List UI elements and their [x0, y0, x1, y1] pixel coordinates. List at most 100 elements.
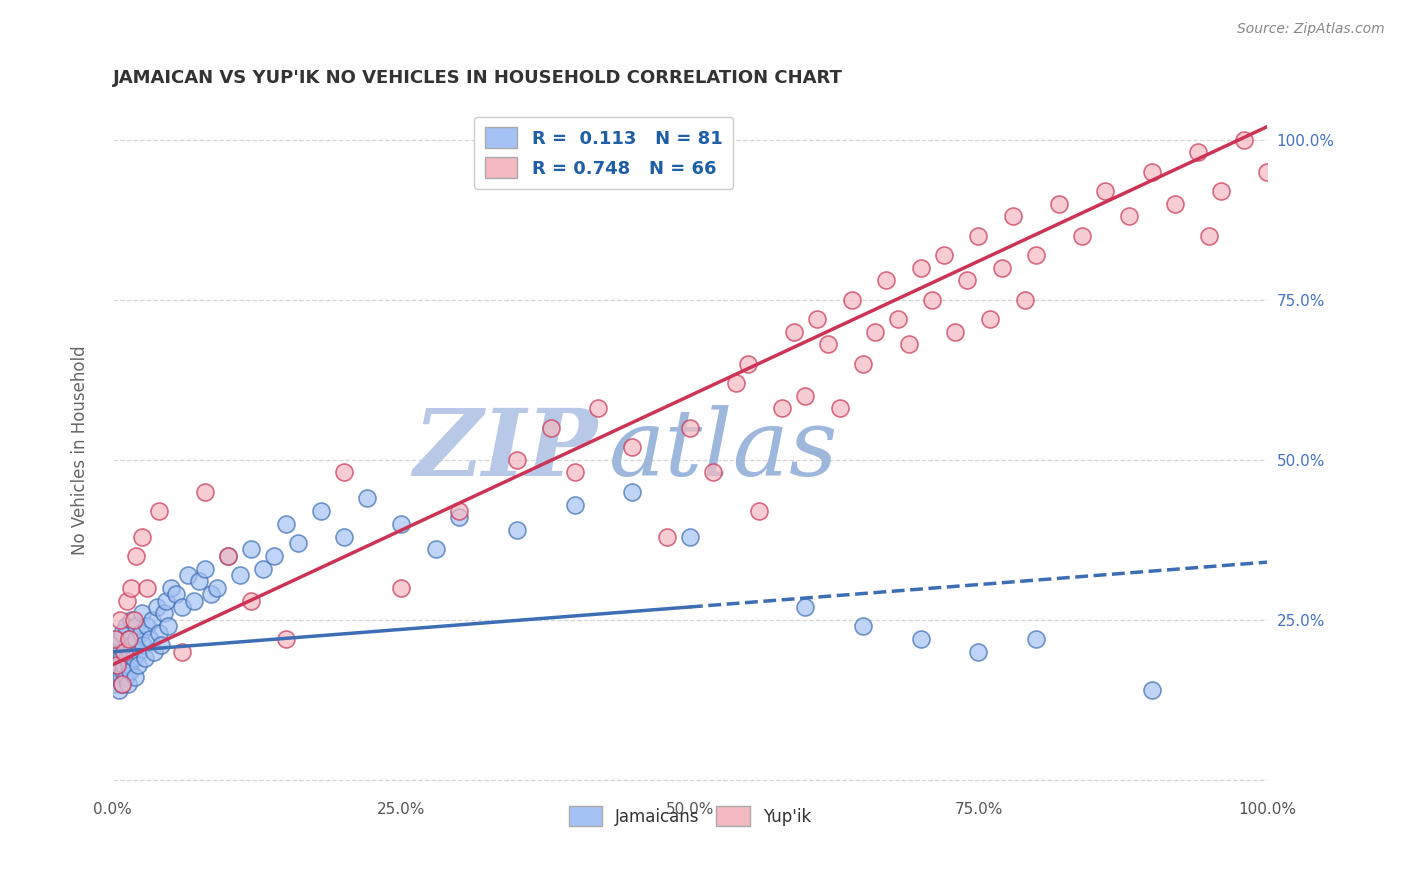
- Point: [134, 651, 156, 665]
- Point: [120, 581, 142, 595]
- Point: [1014, 293, 1036, 307]
- Point: [120, 613, 142, 627]
- Point: [114, 619, 136, 633]
- Point: [240, 542, 263, 557]
- Point: [910, 632, 932, 646]
- Point: [110, 651, 132, 665]
- Point: [274, 632, 297, 646]
- Point: [540, 420, 562, 434]
- Point: [449, 504, 471, 518]
- Point: [910, 260, 932, 275]
- Point: [110, 670, 132, 684]
- Point: [120, 645, 142, 659]
- Point: [252, 561, 274, 575]
- Point: [111, 625, 134, 640]
- Point: [108, 613, 131, 627]
- Point: [621, 440, 644, 454]
- Point: [737, 357, 759, 371]
- Point: [990, 260, 1012, 275]
- Point: [194, 561, 217, 575]
- Point: [115, 639, 138, 653]
- Point: [104, 645, 127, 659]
- Point: [172, 645, 194, 659]
- Point: [332, 466, 354, 480]
- Point: [136, 581, 159, 595]
- Point: [725, 376, 748, 390]
- Point: [748, 504, 770, 518]
- Point: [425, 542, 447, 557]
- Point: [967, 228, 990, 243]
- Point: [1233, 132, 1256, 146]
- Point: [506, 523, 529, 537]
- Point: [125, 632, 148, 646]
- Point: [1002, 210, 1025, 224]
- Point: [152, 607, 174, 621]
- Point: [1140, 164, 1163, 178]
- Point: [586, 401, 609, 416]
- Point: [131, 607, 153, 621]
- Text: JAMAICAN VS YUP'IK NO VEHICLES IN HOUSEHOLD CORRELATION CHART: JAMAICAN VS YUP'IK NO VEHICLES IN HOUSEH…: [112, 69, 842, 87]
- Text: atlas: atlas: [609, 405, 838, 495]
- Point: [274, 516, 297, 531]
- Point: [979, 311, 1001, 326]
- Point: [159, 581, 181, 595]
- Point: [287, 536, 309, 550]
- Point: [898, 337, 921, 351]
- Point: [1187, 145, 1209, 160]
- Point: [886, 311, 908, 326]
- Point: [121, 639, 143, 653]
- Point: [217, 549, 239, 563]
- Point: [945, 325, 967, 339]
- Point: [449, 510, 471, 524]
- Point: [122, 651, 145, 665]
- Point: [1094, 184, 1116, 198]
- Point: [506, 452, 529, 467]
- Point: [141, 613, 163, 627]
- Point: [120, 664, 142, 678]
- Point: [150, 639, 173, 653]
- Point: [806, 311, 828, 326]
- Point: [115, 593, 138, 607]
- Point: [112, 645, 135, 659]
- Point: [107, 683, 129, 698]
- Point: [679, 529, 702, 543]
- Point: [932, 248, 955, 262]
- Point: [117, 677, 139, 691]
- Point: [188, 574, 211, 589]
- Point: [127, 645, 149, 659]
- Point: [148, 625, 170, 640]
- Point: [389, 516, 412, 531]
- Point: [794, 599, 817, 614]
- Point: [679, 420, 702, 434]
- Point: [956, 273, 979, 287]
- Point: [389, 581, 412, 595]
- Point: [104, 632, 127, 646]
- Point: [828, 401, 851, 416]
- Point: [155, 593, 177, 607]
- Text: Source: ZipAtlas.com: Source: ZipAtlas.com: [1237, 22, 1385, 37]
- Point: [1256, 164, 1278, 178]
- Point: [852, 357, 875, 371]
- Point: [112, 664, 135, 678]
- Point: [817, 337, 839, 351]
- Point: [114, 670, 136, 684]
- Point: [564, 466, 586, 480]
- Point: [103, 657, 125, 672]
- Point: [783, 325, 806, 339]
- Point: [165, 587, 187, 601]
- Point: [125, 619, 148, 633]
- Point: [921, 293, 943, 307]
- Point: [841, 293, 863, 307]
- Point: [148, 504, 170, 518]
- Point: [332, 529, 354, 543]
- Y-axis label: No Vehicles in Household: No Vehicles in Household: [72, 345, 89, 555]
- Text: ZIP: ZIP: [413, 405, 598, 495]
- Point: [118, 632, 141, 646]
- Point: [621, 484, 644, 499]
- Point: [108, 645, 131, 659]
- Point: [217, 549, 239, 563]
- Point: [107, 657, 129, 672]
- Point: [143, 645, 166, 659]
- Point: [1071, 228, 1094, 243]
- Point: [107, 651, 129, 665]
